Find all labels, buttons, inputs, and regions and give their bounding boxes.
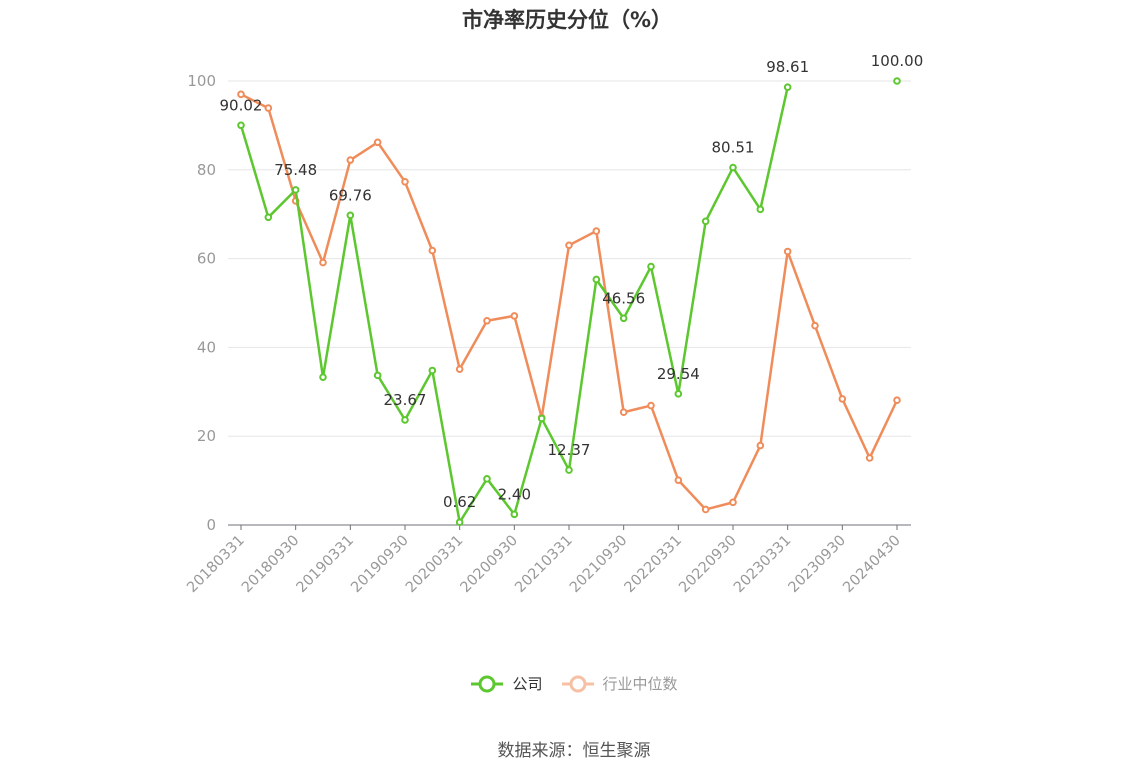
data-source: 数据来源：恒生聚源: [497, 741, 651, 761]
data-point: [783, 83, 792, 91]
data-label: 12.37: [548, 441, 591, 459]
data-point: [237, 90, 245, 99]
data-point: [865, 454, 874, 462]
x-tick-label: 20220930: [676, 533, 740, 597]
x-tick-label: 20180331: [184, 533, 248, 597]
data-point: [783, 247, 792, 256]
data-label: 23.67: [384, 391, 427, 409]
data-point: [647, 401, 655, 410]
x-tick-label: 20210930: [567, 533, 631, 597]
x-tick-label: 20180930: [239, 533, 303, 597]
x-tick-label: 20190331: [294, 533, 358, 597]
data-label: 29.54: [657, 365, 700, 383]
x-tick-label: 20230331: [731, 533, 795, 597]
y-tick-label: 40: [197, 338, 216, 356]
data-point: [428, 366, 437, 375]
data-point: [811, 321, 819, 330]
data-point: [893, 77, 901, 85]
data-point: [701, 505, 710, 514]
axis-layer: 0 20 40 60 80 100 2018033120180930201903312019…: [184, 72, 911, 596]
data-label: 80.51: [712, 139, 755, 157]
x-tick-label: 20200331: [403, 533, 467, 597]
data-point: [701, 217, 710, 226]
series-industry-median: [237, 90, 901, 514]
data-point: [346, 211, 355, 220]
series-company: [237, 77, 901, 527]
data-point: [401, 416, 409, 424]
data-point: [729, 163, 737, 172]
data-point: [237, 121, 245, 130]
y-tick-label: 80: [197, 161, 216, 179]
legend-industry-line-icon: [561, 675, 594, 693]
data-point: [455, 365, 464, 373]
data-label: 90.02: [220, 96, 263, 114]
data-point: [319, 373, 327, 381]
data-point: [674, 390, 683, 398]
y-tick-label: 100: [187, 72, 216, 90]
data-point: [373, 138, 382, 147]
x-tick-label: 20210331: [512, 533, 576, 597]
x-tick-label: 20200930: [458, 533, 522, 597]
grid-layer: [228, 80, 911, 437]
data-point: [674, 476, 683, 484]
data-point: [619, 408, 628, 417]
data-label: 2.40: [498, 485, 531, 503]
data-point: [565, 241, 573, 250]
data-label: 75.48: [274, 161, 317, 179]
y-tick-label: 0: [206, 516, 216, 534]
data-point: [592, 275, 601, 284]
legend-company-label: 公司: [512, 675, 543, 693]
x-tick-label: 20190930: [348, 533, 412, 597]
data-point: [483, 316, 491, 325]
data-point: [756, 205, 765, 214]
x-tick-label: 20230930: [786, 533, 850, 597]
y-tick-label: 60: [197, 250, 216, 268]
data-label: 100.00: [871, 52, 924, 70]
data-point: [264, 213, 273, 222]
legend-item-industry-median[interactable]: 行业中位数: [561, 672, 678, 696]
data-point: [373, 371, 382, 380]
data-point: [483, 475, 491, 483]
data-label: 98.61: [766, 58, 809, 76]
data-point: [592, 227, 601, 235]
chart-title: 市净率历史分位（%）: [461, 8, 673, 32]
data-point: [565, 466, 573, 474]
data-label: 0.62: [443, 493, 476, 511]
data-point: [319, 258, 327, 267]
data-point: [537, 414, 546, 423]
legend-item-company[interactable]: 公司: [470, 672, 543, 696]
data-point: [428, 246, 437, 255]
data-point: [510, 510, 519, 519]
data-point: [893, 396, 901, 405]
legend-company-line-icon: [471, 675, 504, 693]
data-point: [346, 156, 355, 164]
data-point: [729, 498, 737, 507]
legend: 公司 行业中位数: [0, 672, 1148, 696]
data-point: [756, 441, 765, 450]
legend-industry-label: 行业中位数: [602, 675, 678, 693]
data-point: [619, 314, 628, 323]
data-point: [291, 186, 300, 194]
data-label-layer: 90.02 75.48 69.76 23.67 0.62 2.40 12.37 46.56 29…: [220, 52, 924, 511]
data-label: 46.56: [602, 289, 645, 307]
data-point: [264, 104, 273, 112]
data-point: [510, 312, 519, 320]
data-point: [455, 518, 464, 527]
data-point: [838, 395, 847, 403]
series-line: [239, 86, 789, 524]
data-point: [647, 262, 655, 271]
y-tick-label: 20: [197, 427, 216, 445]
x-tick-label: 20220331: [622, 533, 686, 597]
series-layer: [237, 77, 901, 527]
data-label: 69.76: [329, 186, 372, 204]
data-point: [401, 177, 409, 186]
x-tick-label: 20240430: [840, 533, 904, 597]
